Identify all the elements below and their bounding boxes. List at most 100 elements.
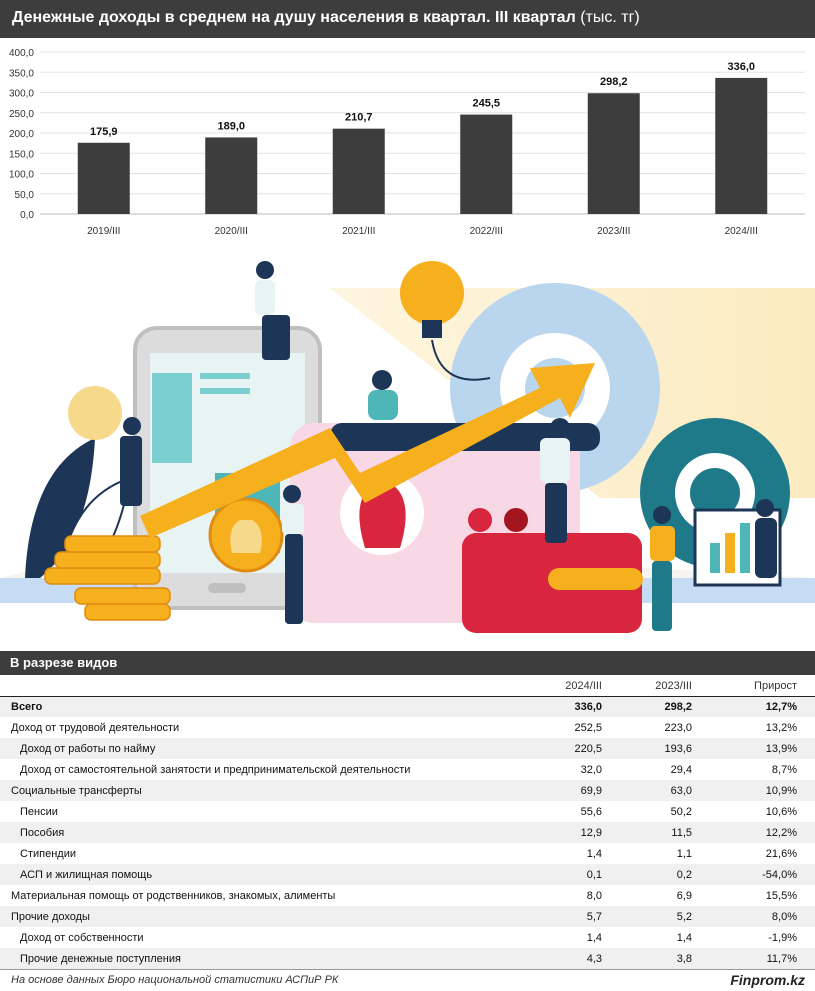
row-growth: 15,5%	[765, 889, 797, 902]
table-header-row: 2024/III 2023/III Прирост	[0, 676, 815, 697]
row-value-2023: 223,0	[664, 721, 692, 734]
bar	[587, 93, 640, 214]
row-name: Пособия	[0, 822, 510, 843]
row-value-2024: 0,1	[510, 864, 620, 885]
table-header-name	[0, 676, 510, 697]
bar-value-label: 298,2	[600, 76, 628, 88]
chart-title-text: Денежные доходы в среднем на душу населе…	[12, 9, 576, 26]
row-value-2024: 32,0	[580, 763, 602, 776]
row-name: Прочие денежные поступления	[0, 948, 510, 969]
row-value-2023: 0,2	[620, 864, 710, 885]
row-growth: 13,2%	[765, 721, 797, 734]
row-growth: -54,0%	[710, 864, 815, 885]
y-tick-label: 400,0	[9, 48, 34, 59]
table-row: АСП и жилищная помощь 0,1 0,2 -54,0%	[0, 864, 815, 885]
y-tick-label: 50,0	[15, 190, 35, 201]
table-row: Доход от трудовой деятельности 252,5 223,0…	[0, 717, 815, 738]
business-growth-illustration	[0, 248, 815, 651]
row-name: Материальная помощь от родственников, зн…	[11, 889, 336, 902]
row-value-2024: 12,9	[510, 822, 620, 843]
table-row: Материальная помощь от родственников, зн…	[0, 885, 815, 906]
bar-value-label: 336,0	[727, 61, 755, 73]
table-row: Всего 336,0 298,2 12,7%	[0, 696, 815, 717]
x-tick-label: 2024/III	[725, 226, 758, 237]
row-growth: 11,7%	[710, 948, 815, 969]
bar-chart: 0,0 50,0 100,0 150,0 200,0 250,0 300,0 350,0 400…	[9, 48, 805, 237]
row-growth: -1,9%	[768, 931, 797, 944]
section-title: В разрезе видов	[10, 655, 118, 670]
chart-unit: (тыс. тг)	[580, 9, 640, 26]
table-header-col1: 2024/III	[510, 676, 620, 697]
table-row: Стипендии 1,4 1,1 21,6%	[0, 843, 815, 864]
row-value-2024: 5,7	[510, 906, 620, 927]
row-name: Пенсии	[20, 805, 58, 818]
row-growth: 10,6%	[765, 805, 797, 818]
table-row: Доход от собственности 1,4 1,4 -1,9%	[0, 927, 815, 948]
row-value-2024: 69,9	[510, 780, 620, 801]
table-header-col3: Прирост	[710, 676, 815, 697]
row-value-2023: 5,2	[620, 906, 710, 927]
row-value-2024: 8,0	[586, 889, 602, 902]
table-body: Всего 336,0 298,2 12,7% Доход от трудовой де…	[0, 696, 815, 969]
source-note: На основе данных Бюро национальной стати…	[11, 974, 339, 986]
bar-value-label: 245,5	[472, 98, 500, 110]
chart-bars	[77, 77, 768, 214]
header-bar: Денежные доходы в среднем на душу населе…	[0, 0, 815, 38]
row-value-2024: 1,4	[586, 847, 602, 860]
row-value-2023: 298,2	[620, 696, 710, 717]
row-value-2024: 220,5	[510, 738, 620, 759]
table-row: Социальные трансферты 69,9 63,0 10,9%	[0, 780, 815, 801]
bar	[205, 137, 258, 214]
row-value-2024: 1,4	[586, 931, 602, 944]
row-growth: 8,0%	[710, 906, 815, 927]
y-tick-label: 100,0	[9, 170, 34, 181]
row-name: АСП и жилищная помощь	[0, 864, 510, 885]
row-value-2023: 1,1	[676, 847, 692, 860]
row-name: Доход от работы по найму	[0, 738, 510, 759]
footer: На основе данных Бюро национальной стати…	[0, 969, 815, 991]
y-axis-ticks: 0,0 50,0 100,0 150,0 200,0 250,0 300,0 350,0 400…	[9, 48, 34, 221]
brand-logo: Finprom.kz	[730, 972, 805, 988]
row-value-2024: 336,0	[510, 696, 620, 717]
bar	[715, 77, 768, 214]
y-tick-label: 250,0	[9, 109, 34, 120]
row-name: Доход от трудовой деятельности	[11, 721, 180, 734]
row-growth: 13,9%	[710, 738, 815, 759]
y-tick-label: 350,0	[9, 68, 34, 79]
table-row: Прочие денежные поступления 4,3 3,8 11,7%	[0, 948, 815, 969]
row-name: Доход от собственности	[20, 931, 144, 944]
y-tick-label: 150,0	[9, 149, 34, 160]
row-growth: 8,7%	[771, 763, 797, 776]
row-name: Социальные трансферты	[0, 780, 510, 801]
table-header-col2: 2023/III	[620, 676, 710, 697]
row-value-2024: 4,3	[510, 948, 620, 969]
table-row: Доход от самостоятельной занятости и пре…	[0, 759, 815, 780]
row-value-2023: 3,8	[620, 948, 710, 969]
row-growth: 12,2%	[710, 822, 815, 843]
x-tick-label: 2023/III	[597, 226, 630, 237]
x-tick-label: 2019/III	[87, 226, 120, 237]
row-growth: 12,7%	[710, 696, 815, 717]
table-row: Прочие доходы 5,7 5,2 8,0%	[0, 906, 815, 927]
row-value-2023: 11,5	[620, 822, 710, 843]
y-tick-label: 200,0	[9, 129, 34, 140]
bar	[77, 142, 130, 214]
bar-value-label: 175,9	[90, 126, 118, 138]
row-growth: 21,6%	[765, 847, 797, 860]
bar-value-label: 189,0	[217, 120, 245, 132]
y-tick-label: 0,0	[20, 210, 34, 221]
table-row: Пенсии 55,6 50,2 10,6%	[0, 801, 815, 822]
x-tick-label: 2022/III	[470, 226, 503, 237]
row-name: Всего	[0, 696, 510, 717]
row-value-2024: 55,6	[580, 805, 602, 818]
row-value-2023: 193,6	[620, 738, 710, 759]
value-labels: 175,9 189,0 210,7 245,5 298,2 336,0	[90, 61, 755, 138]
row-name: Прочие доходы	[0, 906, 510, 927]
chart-title: Денежные доходы в среднем на душу населе…	[12, 9, 640, 27]
y-tick-label: 300,0	[9, 89, 34, 100]
x-axis-labels: 2019/III 2020/III 2021/III 2022/III 2023/III…	[87, 226, 758, 237]
x-tick-label: 2021/III	[342, 226, 375, 237]
bar	[460, 114, 513, 214]
bar	[332, 128, 385, 214]
row-value-2023: 29,4	[670, 763, 692, 776]
